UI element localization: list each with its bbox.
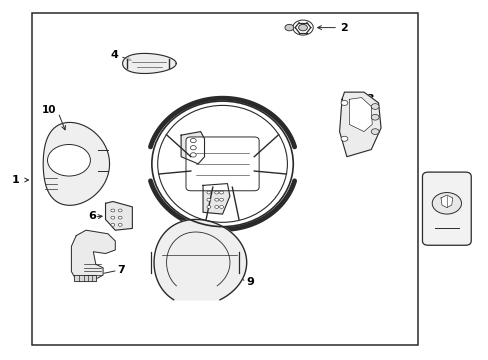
Text: 2: 2 xyxy=(340,23,347,33)
Text: 9: 9 xyxy=(245,277,253,287)
Polygon shape xyxy=(71,230,115,280)
Circle shape xyxy=(47,144,90,176)
Text: 4: 4 xyxy=(111,50,119,60)
Circle shape xyxy=(370,114,378,120)
Circle shape xyxy=(118,209,122,212)
Polygon shape xyxy=(105,202,132,230)
Polygon shape xyxy=(203,184,229,214)
Circle shape xyxy=(298,24,307,31)
Circle shape xyxy=(431,193,461,214)
FancyBboxPatch shape xyxy=(185,137,259,191)
Text: 8: 8 xyxy=(187,139,195,149)
Text: 10: 10 xyxy=(42,105,57,115)
Circle shape xyxy=(340,100,347,105)
Circle shape xyxy=(214,198,218,201)
Circle shape xyxy=(370,129,378,134)
Text: 11: 11 xyxy=(444,197,458,207)
Circle shape xyxy=(219,198,223,201)
Circle shape xyxy=(190,145,196,150)
Circle shape xyxy=(111,224,115,226)
Circle shape xyxy=(118,216,122,219)
Circle shape xyxy=(206,206,210,208)
Ellipse shape xyxy=(158,105,287,222)
Circle shape xyxy=(214,206,218,208)
Circle shape xyxy=(190,153,196,157)
Text: 5: 5 xyxy=(215,197,222,207)
Polygon shape xyxy=(339,92,380,157)
Polygon shape xyxy=(74,275,96,282)
Polygon shape xyxy=(348,98,371,132)
Polygon shape xyxy=(181,132,204,164)
Circle shape xyxy=(219,206,223,208)
Text: 6: 6 xyxy=(88,211,96,221)
Circle shape xyxy=(206,198,210,201)
Circle shape xyxy=(206,191,210,194)
Bar xyxy=(32,13,417,345)
Circle shape xyxy=(219,191,223,194)
Circle shape xyxy=(190,138,196,143)
Circle shape xyxy=(214,191,218,194)
Circle shape xyxy=(118,224,122,226)
Circle shape xyxy=(111,209,115,212)
Polygon shape xyxy=(122,53,176,73)
Circle shape xyxy=(370,104,378,109)
Circle shape xyxy=(285,24,293,31)
Text: 1: 1 xyxy=(11,175,19,185)
Circle shape xyxy=(111,216,115,219)
Text: 3: 3 xyxy=(365,94,373,104)
Text: 7: 7 xyxy=(118,265,125,275)
Polygon shape xyxy=(154,220,246,300)
Polygon shape xyxy=(43,122,109,205)
FancyBboxPatch shape xyxy=(422,172,470,245)
Polygon shape xyxy=(440,195,452,208)
Circle shape xyxy=(340,136,347,141)
